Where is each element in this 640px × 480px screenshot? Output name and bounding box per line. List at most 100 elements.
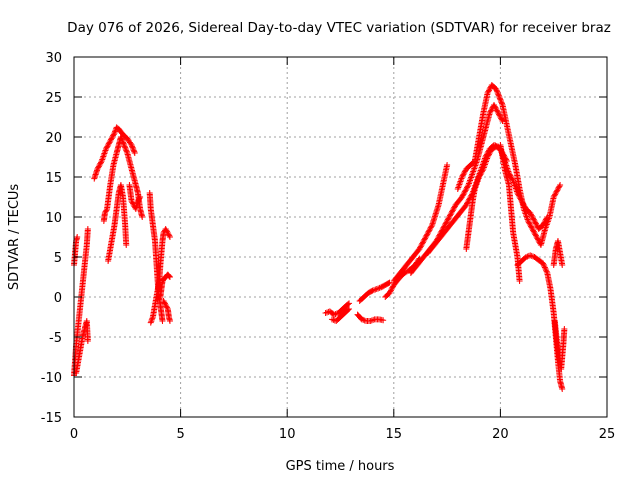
- data-point: [498, 115, 505, 122]
- data-point: [119, 138, 126, 144]
- data-point: [449, 208, 456, 215]
- data-point: [111, 130, 118, 136]
- data-point: [129, 144, 136, 151]
- data-point: [467, 177, 474, 184]
- data-point: [419, 240, 426, 247]
- series-sat-h: [146, 190, 166, 324]
- data-point: [100, 153, 107, 160]
- data-point: [370, 316, 377, 323]
- series-sat-g: [126, 182, 144, 212]
- data-point: [322, 310, 329, 316]
- data-point: [107, 136, 114, 143]
- series-sat-x: [550, 238, 566, 268]
- data-point: [527, 210, 534, 216]
- data-point: [530, 228, 537, 235]
- data-point: [447, 211, 454, 218]
- data-point: [550, 194, 557, 200]
- data-point: [493, 86, 500, 92]
- data-point: [101, 210, 108, 216]
- data-point: [476, 172, 483, 179]
- data-point: [551, 192, 558, 199]
- data-point: [370, 287, 377, 294]
- data-point: [457, 178, 464, 185]
- data-point: [424, 231, 431, 238]
- data-point: [148, 318, 155, 325]
- data-point: [459, 172, 466, 179]
- data-point: [386, 290, 393, 296]
- data-point: [497, 96, 504, 103]
- data-point: [456, 180, 463, 186]
- data-point: [101, 150, 108, 157]
- x-tick-label: 25: [599, 427, 616, 442]
- data-point: [118, 136, 125, 143]
- data-point: [147, 319, 154, 326]
- data-point: [159, 318, 166, 324]
- data-point: [508, 174, 515, 180]
- series-sat-d: [91, 124, 138, 182]
- data-point: [163, 227, 170, 234]
- data-point: [418, 242, 425, 248]
- data-point: [495, 111, 502, 118]
- data-point: [443, 219, 450, 226]
- data-point: [129, 199, 136, 206]
- data-point: [463, 202, 470, 208]
- x-tick-label: 10: [279, 427, 296, 442]
- data-point: [149, 315, 156, 322]
- y-tick-label: 25: [45, 91, 62, 106]
- data-point: [105, 140, 112, 147]
- data-point: [527, 222, 534, 228]
- data-point: [451, 204, 458, 211]
- data-point: [541, 219, 548, 226]
- data-point: [486, 87, 493, 94]
- data-point: [498, 100, 505, 107]
- data-point: [161, 300, 168, 307]
- data-point: [117, 134, 124, 140]
- data-point: [496, 95, 503, 102]
- data-point: [139, 214, 146, 220]
- series-sat-b: [71, 234, 81, 268]
- data-point: [127, 140, 134, 147]
- x-tick-label: 5: [176, 427, 184, 442]
- data-point: [498, 116, 505, 123]
- data-point: [131, 150, 138, 156]
- data-point: [494, 90, 501, 96]
- data-point: [540, 222, 547, 228]
- data-point: [464, 183, 471, 190]
- data-point: [112, 128, 119, 135]
- y-tick-label: 0: [54, 291, 62, 306]
- data-point: [367, 318, 374, 324]
- data-point: [495, 91, 502, 98]
- data-point: [422, 234, 429, 240]
- data-point: [463, 184, 470, 191]
- data-point: [129, 143, 136, 150]
- data-point: [162, 302, 169, 308]
- data-point: [521, 203, 528, 210]
- y-tick-label: -5: [49, 331, 62, 346]
- data-point: [529, 226, 536, 232]
- data-point: [540, 220, 547, 227]
- data-point: [420, 238, 427, 244]
- data-point: [486, 151, 493, 158]
- data-point: [460, 191, 467, 198]
- data-point: [478, 168, 485, 175]
- data-point: [426, 227, 433, 234]
- data-point: [425, 228, 432, 235]
- data-point: [527, 211, 534, 218]
- data-point: [74, 234, 81, 240]
- data-point: [541, 263, 548, 270]
- data-point: [492, 104, 499, 111]
- data-point: [529, 214, 536, 220]
- data-point: [522, 254, 529, 260]
- data-point: [496, 112, 503, 119]
- data-point: [541, 264, 548, 271]
- data-point: [444, 162, 451, 168]
- series-sat-n: [354, 311, 387, 324]
- data-point: [373, 286, 380, 292]
- data-point: [100, 152, 107, 158]
- data-point: [388, 286, 395, 292]
- data-point: [516, 194, 523, 200]
- data-point: [94, 166, 101, 172]
- data-point: [346, 300, 353, 307]
- data-point: [463, 186, 470, 192]
- data-point: [164, 228, 171, 235]
